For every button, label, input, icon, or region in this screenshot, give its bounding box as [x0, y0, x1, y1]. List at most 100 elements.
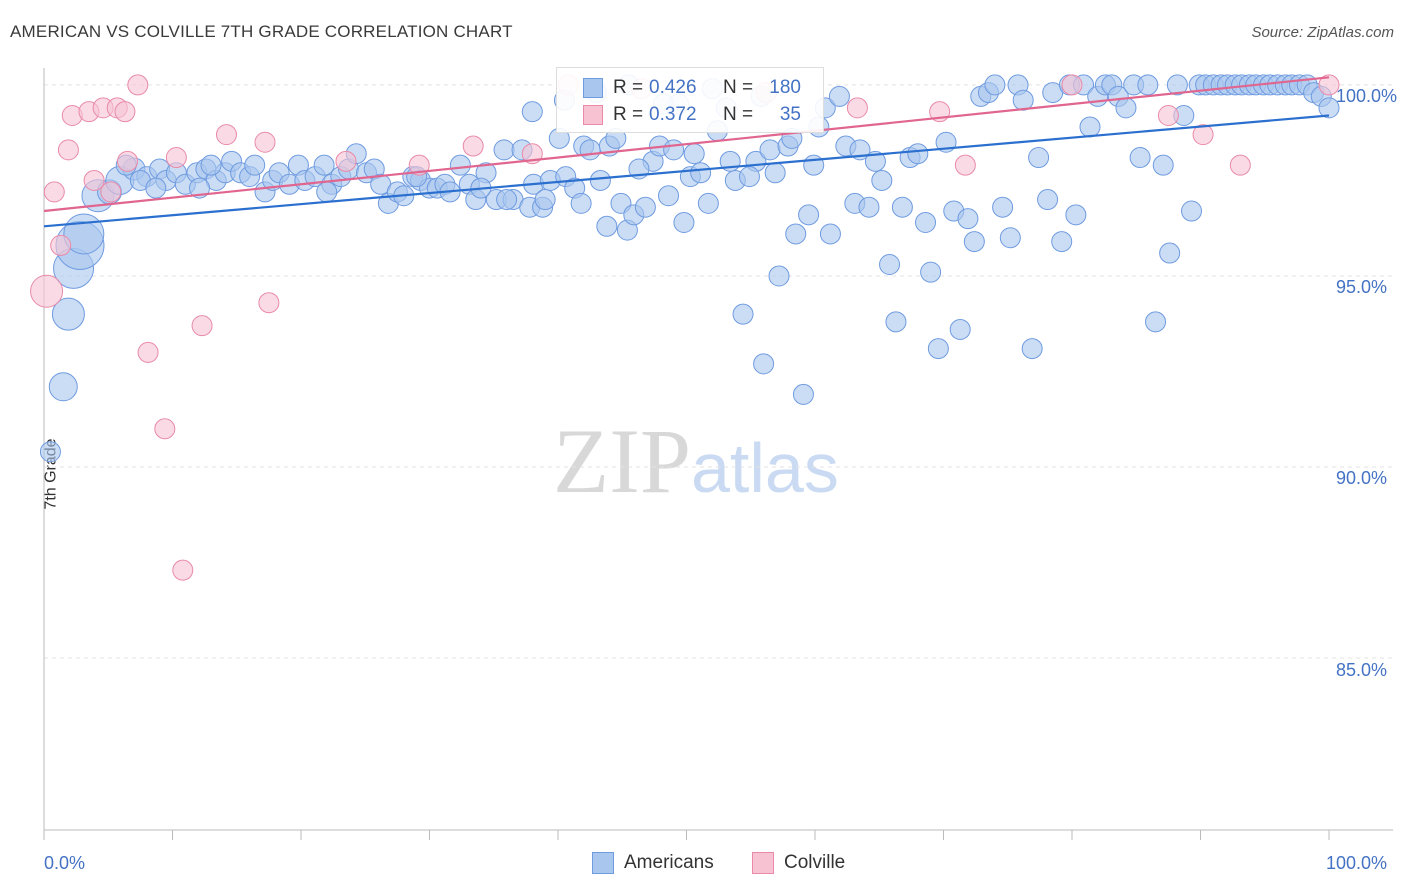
american-point [658, 185, 680, 207]
american-point [200, 154, 222, 176]
x-tick-label-max: 100.0% [1326, 853, 1388, 873]
american-point [1012, 89, 1034, 111]
colville-point [137, 341, 159, 363]
american-point [785, 223, 807, 245]
legend-n-label: N = [723, 77, 754, 98]
american-point [690, 162, 712, 184]
chart-title: AMERICAN VS COLVILLE 7TH GRADE CORRELATI… [10, 22, 513, 41]
american-point [493, 139, 515, 161]
colville-point [57, 139, 79, 161]
colville-point [1192, 124, 1214, 146]
colville-point [100, 181, 122, 203]
colville-point [165, 147, 187, 169]
american-point [1152, 154, 1174, 176]
colville-point [1157, 104, 1179, 126]
colville-point [215, 124, 237, 146]
american-point [920, 261, 942, 283]
american-point [957, 208, 979, 230]
colville-point [846, 97, 868, 119]
legend-n-value: 180 [769, 77, 801, 98]
american-point [496, 189, 518, 211]
y-tick-label-85: 85.0% [1336, 660, 1388, 680]
american-point [313, 154, 335, 176]
american-point [1079, 116, 1101, 138]
american-point [1021, 338, 1043, 360]
american-point [864, 150, 886, 172]
american-point [534, 189, 556, 211]
colville-point [117, 150, 139, 172]
american-point [879, 254, 901, 276]
american-point [1318, 97, 1340, 119]
legend-r-label: R = [613, 77, 644, 98]
american-point [927, 338, 949, 360]
american-point [48, 372, 78, 402]
legend-row-colville: R = 0.372 N = 35 [557, 102, 823, 130]
american-point [316, 181, 338, 203]
american-point [858, 196, 880, 218]
american-point [738, 166, 760, 188]
american-point [828, 85, 850, 107]
american-point [1065, 204, 1087, 226]
colville-point [258, 292, 280, 314]
american-point [759, 139, 781, 161]
colville-point [83, 169, 105, 191]
american-point [673, 211, 695, 233]
american-point [51, 297, 85, 331]
americans-legend-swatch [592, 852, 614, 874]
american-point [915, 211, 937, 233]
colville-point [1318, 74, 1340, 96]
colville-point [191, 315, 213, 337]
colville-legend-label: Colville [784, 852, 846, 873]
american-point [984, 74, 1006, 96]
colville-legend-swatch [752, 852, 774, 874]
american-point [732, 303, 754, 325]
colville-trendline [43, 76, 1330, 213]
american-point [798, 204, 820, 226]
american-point [819, 223, 841, 245]
colville-swatch [583, 105, 603, 125]
watermark-zip: ZIP [553, 410, 691, 512]
american-point [1028, 147, 1050, 169]
american-point [999, 227, 1021, 249]
american-point [871, 169, 893, 191]
american-point [792, 383, 814, 405]
x-tick-label-min: 0.0% [44, 853, 86, 873]
american-point [753, 353, 775, 375]
colville-point [335, 150, 357, 172]
american-point [1181, 200, 1203, 222]
legend-r-value: 0.426 [649, 77, 697, 98]
americans-legend-label: Americans [624, 852, 714, 873]
american-point [803, 154, 825, 176]
colville-point [154, 418, 176, 440]
colville-point [954, 154, 976, 176]
legend-n-value: 35 [779, 104, 801, 125]
legend-row-americans: R = 0.426 N = 180 [557, 75, 823, 103]
american-point [885, 311, 907, 333]
american-point [145, 177, 167, 199]
legend-r-value: 0.372 [649, 104, 697, 125]
american-point [39, 441, 61, 463]
american-point [449, 154, 471, 176]
american-point [992, 196, 1014, 218]
colville-point [114, 101, 136, 123]
american-point [188, 177, 210, 199]
stats-legend: R = 0.426 N = 180 R = 0.372 N = 35 [556, 67, 824, 133]
american-point [1115, 97, 1137, 119]
american-point [579, 139, 601, 161]
american-point [1129, 147, 1151, 169]
colville-point [30, 274, 64, 308]
american-point [907, 143, 929, 165]
american-point [891, 196, 913, 218]
american-point [963, 231, 985, 253]
american-point [768, 265, 790, 287]
colville-point [172, 559, 194, 581]
american-point [1137, 74, 1159, 96]
american-point [521, 101, 543, 123]
watermark-atlas: atlas [691, 429, 839, 507]
american-point [589, 169, 611, 191]
american-point [764, 162, 786, 184]
american-point [697, 192, 719, 214]
colville-point [127, 74, 149, 96]
american-point [949, 318, 971, 340]
